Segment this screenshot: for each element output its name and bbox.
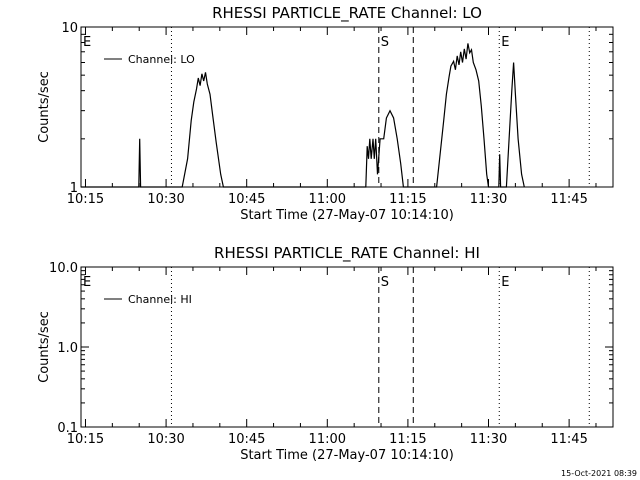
event-marker-label: E	[83, 35, 91, 50]
chart-title: RHESSI PARTICLE_RATE Channel: HI	[214, 244, 480, 263]
plot-frame	[80, 26, 614, 188]
x-tick-label: 11:45	[550, 192, 587, 207]
panel-lo-channel: RHESSI PARTICLE_RATE Channel: LO 10:15 10:…	[37, 4, 614, 223]
y-tick-label: 1	[70, 181, 78, 196]
x-tick-label: 10:15	[67, 432, 104, 447]
footer-timestamp: 15-Oct-2021 08:39	[561, 469, 637, 478]
x-tick-label: 10:45	[228, 192, 265, 207]
legend-label: Channel: HI	[128, 293, 192, 306]
x-tick-label: 11:45	[550, 432, 587, 447]
x-tick-label: 11:30	[470, 432, 507, 447]
plot-frame	[80, 266, 614, 428]
event-marker-label: S	[381, 35, 389, 50]
x-tick-label: 10:15	[67, 192, 104, 207]
legend-label: Channel: LO	[128, 53, 195, 66]
x-tick-label: 11:00	[309, 192, 346, 207]
event-marker-label: E	[501, 275, 509, 290]
x-axis-label: Start Time (27-May-07 10:14:10)	[240, 448, 454, 463]
x-tick-label: 11:00	[309, 432, 346, 447]
x-axis-label: Start Time (27-May-07 10:14:10)	[240, 208, 454, 223]
y-tick-label: 0.1	[57, 421, 78, 436]
y-axis-label: Counts/sec	[37, 311, 52, 383]
y-axis-label: Counts/sec	[37, 71, 52, 143]
x-tick-label: 11:30	[470, 192, 507, 207]
x-tick-label: 10:30	[147, 192, 184, 207]
chart-title: RHESSI PARTICLE_RATE Channel: LO	[212, 4, 482, 23]
event-marker-label: E	[83, 275, 91, 290]
panel-hi-channel: RHESSI PARTICLE_RATE Channel: HI 10:15 10:…	[37, 244, 614, 463]
event-marker-label: E	[501, 35, 509, 50]
x-tick-label: 11:15	[389, 192, 426, 207]
x-tick-label: 10:45	[228, 432, 265, 447]
series-line	[81, 43, 525, 188]
y-tick-label: 10	[61, 21, 78, 36]
y-tick-label: 1.0	[57, 341, 78, 356]
x-tick-label: 10:30	[147, 432, 184, 447]
y-tick-label: 10.0	[49, 261, 78, 276]
x-tick-label: 11:15	[389, 432, 426, 447]
event-marker-label: S	[381, 275, 389, 290]
